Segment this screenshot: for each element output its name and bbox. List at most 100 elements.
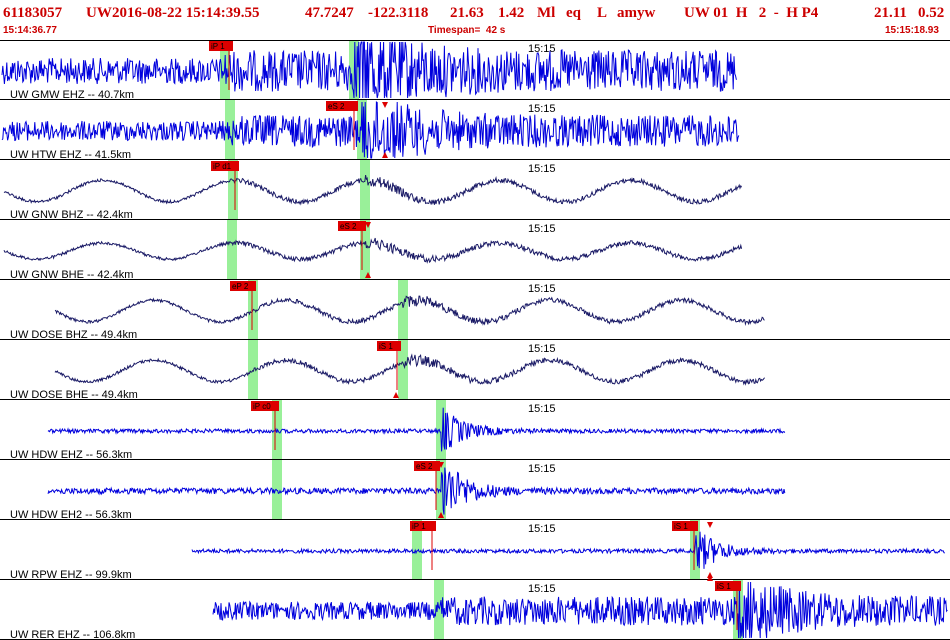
minute-tick-label: 15:15 [528, 403, 556, 415]
trace-row[interactable]: iP 1 15:15 UW GMW EHZ -- 40.7km [0, 40, 950, 101]
pick-triangle-marker [438, 512, 444, 518]
event-latitude: 47.7247 [305, 5, 354, 21]
trace-row[interactable]: iP d1 15:15 UW GNW BHZ -- 42.4km [0, 160, 950, 221]
minute-tick-label: 15:15 [528, 103, 556, 115]
arrival-marker-band [398, 280, 408, 340]
event-gap: 0.52 [918, 5, 945, 21]
trace-row[interactable]: iP c0 15:15 UW HDW EHZ -- 56.3km [0, 400, 950, 461]
pick-label: eS 2 [340, 222, 357, 231]
trace-row[interactable]: iS 1 15:15 UW DOSE BHE -- 49.4km [0, 340, 950, 401]
arrival-marker-band [360, 160, 370, 220]
pick-flag[interactable] [672, 521, 698, 531]
event-rms: 21.11 [874, 5, 907, 21]
event-longitude: -122.3118 [368, 5, 429, 21]
pick-triangle-marker [365, 222, 371, 228]
pick-triangle-marker [393, 342, 399, 348]
pick-flag[interactable] [338, 221, 366, 231]
seismic-waveform [3, 175, 743, 206]
minute-tick-label: 15:15 [528, 463, 556, 475]
trace-row[interactable]: eP 2 15:15 UW DOSE BHZ -- 49.4km [0, 280, 950, 341]
trace-row[interactable]: iS 1 15:15 UW RER EHZ -- 106.8km [0, 575, 950, 640]
seismic-waveform [191, 531, 945, 569]
arrival-marker-band [398, 340, 408, 400]
timespan-label: Timespan= 42 s [428, 25, 506, 36]
pick-triangle-marker [382, 102, 388, 108]
minute-tick-label: 15:15 [528, 163, 556, 175]
pick-flag[interactable] [410, 521, 436, 531]
event-origin-info: UW 01 H 2 - H P4 [684, 5, 819, 21]
seismogram-traces-panel: iP 1 15:15 UW GMW EHZ -- 40.7km eS 2 15:15 UW… [0, 40, 950, 640]
trace-row[interactable]: eS 2 15:15 UW HDW EH2 -- 56.3km [0, 460, 950, 521]
minute-tick-label: 15:15 [528, 343, 556, 355]
seismic-waveform [54, 295, 765, 326]
event-datetime: 2016-08-22 15:14:39.55 [112, 5, 260, 21]
pick-label: eP 2 [232, 282, 249, 291]
pick-label: eS 2 [328, 102, 345, 111]
trace-row[interactable]: eS 2 15:15 UW GNW BHE -- 42.4km [0, 220, 950, 281]
pick-flag[interactable] [209, 41, 233, 51]
event-magnitude-type: Ml [537, 5, 556, 21]
pick-label: eS 2 [416, 462, 433, 471]
minute-tick-label: 15:15 [528, 223, 556, 235]
station-channel-label: UW GMW EHZ -- 40.7km [10, 89, 134, 101]
seismic-waveform [212, 581, 948, 639]
pick-label: iS 1 [379, 342, 393, 351]
event-type: eq [566, 5, 581, 21]
event-flag: L [597, 5, 608, 21]
minute-tick-label: 15:15 [528, 43, 556, 55]
seismic-waveform [47, 467, 786, 515]
station-channel-label: UW GNW BHE -- 42.4km [10, 269, 133, 281]
station-channel-label: UW DOSE BHZ -- 49.4km [10, 329, 137, 341]
arrival-marker-band [228, 160, 238, 220]
arrival-marker-band [434, 580, 444, 640]
station-channel-label: UW RER EHZ -- 106.8km [10, 629, 135, 640]
seismic-waveform [3, 237, 743, 264]
pick-label: iP 1 [211, 42, 225, 51]
minute-tick-label: 15:15 [528, 283, 556, 295]
pick-flag[interactable] [211, 161, 239, 171]
minute-tick-label: 15:15 [528, 583, 556, 595]
event-depth: 21.63 [450, 5, 484, 21]
station-channel-label: UW HDW EH2 -- 56.3km [10, 509, 132, 521]
pick-triangle-marker [438, 462, 444, 468]
arrival-marker-band [412, 520, 422, 580]
seismic-waveform [1, 101, 740, 159]
pick-flag[interactable] [230, 281, 256, 291]
station-channel-label: UW DOSE BHE -- 49.4km [10, 389, 138, 401]
seismic-waveform [54, 353, 765, 386]
station-channel-label: UW RPW EHZ -- 99.9km [10, 569, 132, 581]
arrival-marker-band [360, 220, 370, 280]
event-magnitude: 1.42 [498, 5, 525, 21]
pick-label: iS 1 [717, 582, 731, 591]
pick-label: iS 1 [674, 522, 688, 531]
pick-triangle-marker [365, 272, 371, 278]
station-channel-label: UW HDW EHZ -- 56.3km [10, 449, 132, 461]
seismic-waveform [47, 407, 786, 452]
pick-triangle-marker [707, 575, 713, 581]
arrival-marker-band [272, 400, 282, 460]
arrival-marker-band [227, 220, 237, 280]
trace-row[interactable]: iP 1 iS 1 15:15 UW RPW EHZ -- 99.9km [0, 520, 950, 581]
window-start-time: 15:14:36.77 [3, 25, 57, 36]
station-channel-label: UW GNW BHZ -- 42.4km [10, 209, 133, 221]
event-summary-header: 61183057 UW 2016-08-22 15:14:39.55 47.72… [0, 0, 950, 40]
event-id: 61183057 [3, 5, 63, 21]
pick-flag[interactable] [326, 101, 358, 111]
pick-triangle-marker [707, 522, 713, 528]
trace-row[interactable]: eS 2 15:15 UW HTW EHZ -- 41.5km [0, 100, 950, 161]
pick-label: iP d1 [213, 162, 232, 171]
event-author: amyw [617, 5, 656, 21]
event-network: UW [86, 5, 112, 21]
pick-label: iP 1 [412, 522, 426, 531]
pick-flag[interactable] [377, 341, 401, 351]
arrival-marker-band [733, 580, 743, 640]
pick-flag[interactable] [414, 461, 440, 471]
minute-tick-label: 15:15 [528, 523, 556, 535]
arrival-marker-band [248, 340, 258, 400]
window-end-time: 15:15:18.93 [885, 25, 939, 36]
pick-flag[interactable] [715, 581, 741, 591]
arrival-marker-band [436, 400, 446, 460]
pick-flag[interactable] [251, 401, 279, 411]
station-channel-label: UW HTW EHZ -- 41.5km [10, 149, 131, 161]
